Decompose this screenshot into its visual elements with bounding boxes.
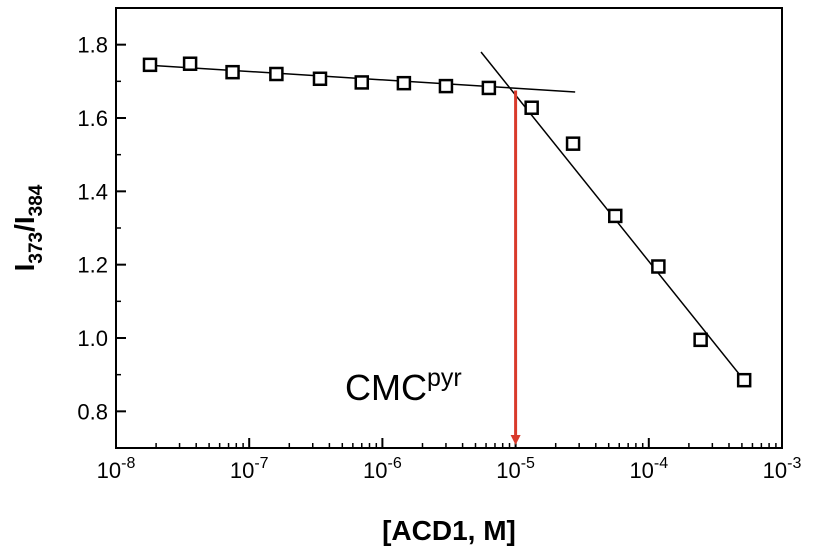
data-point [182, 56, 198, 71]
y-tick-label: 1.2 [77, 253, 108, 278]
y-axis-title-den-base: I [9, 216, 40, 224]
x-tick-label: 10-6 [363, 455, 402, 483]
data-point [481, 80, 497, 96]
data-point [269, 66, 284, 82]
data-point [312, 71, 328, 87]
data-point [396, 75, 412, 91]
y-tick-label: 1.6 [77, 106, 108, 131]
data-point [608, 208, 623, 224]
x-tick-label: 10-4 [629, 455, 668, 483]
x-axis-title: [ACD1, M] [382, 515, 516, 546]
fit-lines [143, 51, 750, 387]
y-axis-title-den-sub: 384 [26, 184, 47, 216]
x-axis-ticks: 10-8 10-7 10-6 10-5 10-4 10-3 [97, 438, 802, 483]
data-point [225, 64, 240, 80]
y-tick-label: 1.8 [77, 33, 108, 58]
y-tick-label: 0.8 [77, 399, 108, 424]
y-axis-title-num-sub: 373 [26, 232, 47, 264]
y-tick-label: 1.4 [77, 179, 108, 204]
data-point [354, 75, 370, 90]
data-point [736, 372, 752, 388]
x-tick-label: 10-5 [496, 455, 535, 483]
data-point [438, 78, 454, 94]
y-axis-title-sep: / [9, 224, 40, 232]
x-tick-label: 10-7 [230, 455, 269, 483]
data-point [565, 136, 581, 151]
y-axis-ticks: 0.8 1.0 1.2 1.4 1.6 1.8 [77, 33, 126, 449]
data-point [142, 57, 158, 73]
y-axis-title-base: I [9, 264, 40, 272]
data-point [651, 259, 666, 274]
cmc-label: CMCpyr [345, 364, 462, 408]
x-tick-label: 10-8 [97, 455, 136, 483]
data-point [693, 332, 708, 348]
cmc-marker: CMCpyr [345, 90, 521, 445]
y-tick-label: 1.0 [77, 326, 108, 351]
data-points [142, 56, 752, 388]
data-point [524, 100, 539, 115]
y-axis-title: I373/I384 [9, 184, 47, 271]
x-tick-label: 10-3 [763, 455, 802, 483]
